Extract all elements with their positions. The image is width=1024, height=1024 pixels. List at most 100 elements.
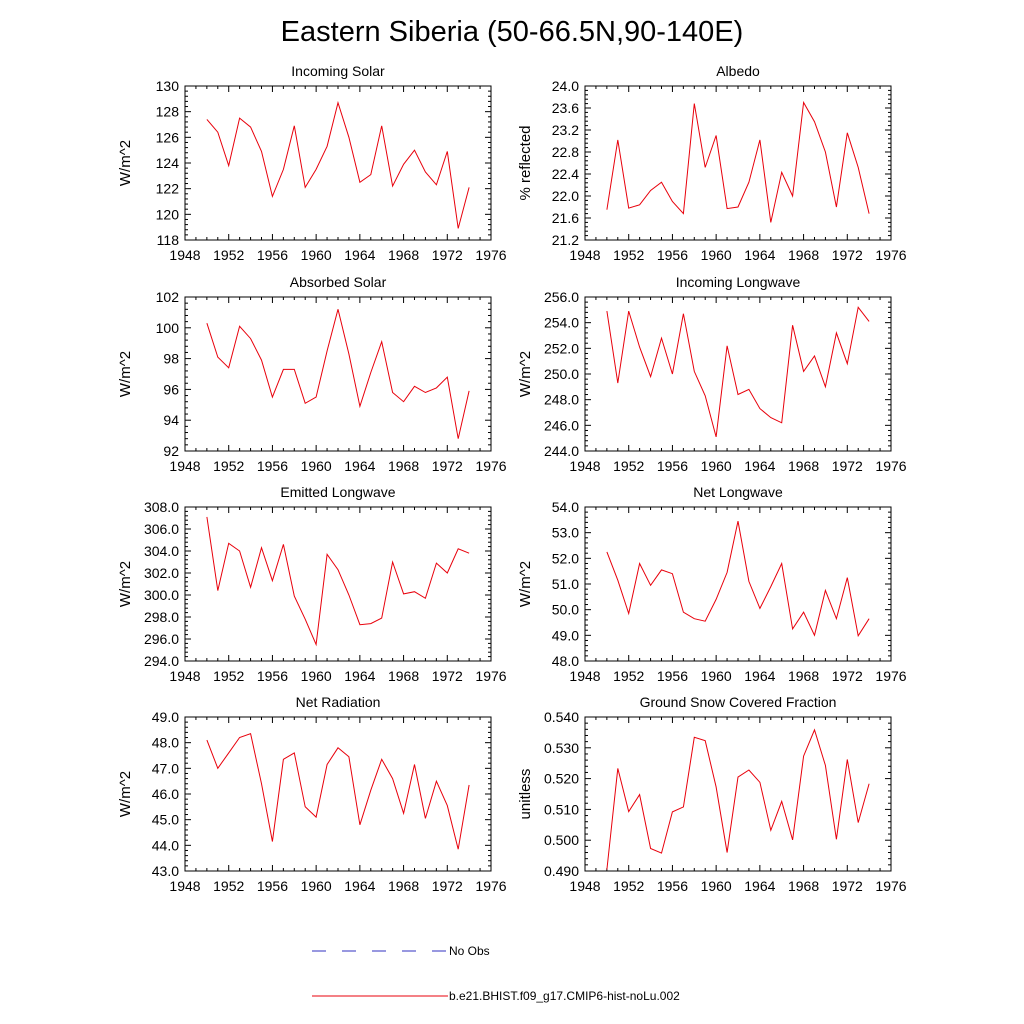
y-tick-label: 246.0	[544, 417, 579, 433]
x-tick-label: 1960	[701, 668, 732, 684]
x-tick-label: 1952	[613, 878, 644, 894]
y-tick-label: 302.0	[144, 565, 179, 581]
x-tick-label: 1952	[213, 878, 244, 894]
x-tick-label: 1956	[257, 878, 288, 894]
y-tick-label: 22.0	[552, 188, 579, 204]
y-tick-label: 98	[163, 351, 179, 367]
y-tick-label: 45.0	[152, 812, 179, 828]
y-tick-label: 51.0	[552, 576, 579, 592]
y-tick-label: 296.0	[144, 631, 179, 647]
series-line	[606, 306, 870, 438]
y-tick-label: 298.0	[144, 609, 179, 625]
x-tick-label: 1964	[344, 247, 375, 263]
y-tick-label: 47.0	[152, 760, 179, 776]
y-tick-label: 118	[157, 232, 180, 248]
x-tick-label: 1964	[344, 878, 375, 894]
x-tick-label: 1956	[257, 458, 288, 474]
y-tick-label: 128	[156, 104, 180, 120]
x-tick-label: 1956	[657, 247, 688, 263]
x-tick-label: 1960	[701, 878, 732, 894]
y-tick-label: 100	[156, 320, 180, 336]
x-tick-label: 1968	[788, 668, 819, 684]
x-tick-label: 1968	[788, 878, 819, 894]
x-tick-label: 1976	[875, 878, 906, 894]
y-tick-label: 294.0	[144, 653, 179, 669]
y-tick-label: 52.0	[552, 550, 579, 566]
y-tick-label: 96	[163, 381, 179, 397]
x-tick-label: 1948	[169, 878, 200, 894]
y-tick-label: 48.0	[552, 653, 579, 669]
y-tick-label: 308.0	[144, 499, 179, 515]
y-tick-label: 304.0	[144, 543, 179, 559]
x-tick-label: 1968	[388, 668, 419, 684]
x-tick-label: 1948	[169, 458, 200, 474]
x-tick-label: 1956	[257, 668, 288, 684]
chart-panel: Ground Snow Covered Fraction 1948 1952 1956…	[517, 694, 907, 894]
x-tick-label: 1968	[388, 878, 419, 894]
y-tick-label: 248.0	[544, 392, 579, 408]
x-tick-label: 1952	[213, 668, 244, 684]
x-tick-label: 1964	[744, 458, 775, 474]
plot-frame	[584, 85, 892, 241]
plot-frame	[584, 716, 892, 872]
x-tick-label: 1976	[875, 247, 906, 263]
x-tick-label: 1960	[701, 458, 732, 474]
y-tick-label: 256.0	[544, 289, 579, 305]
chart-title: Ground Snow Covered Fraction	[640, 694, 837, 710]
y-tick-label: 50.0	[552, 602, 579, 618]
y-tick-label: 120	[156, 206, 180, 222]
x-tick-label: 1968	[388, 458, 419, 474]
y-tick-label: 126	[156, 129, 180, 145]
x-tick-label: 1972	[432, 458, 463, 474]
chart-title: Net Longwave	[693, 484, 783, 500]
chart-title: Emitted Longwave	[280, 484, 395, 500]
y-axis-label: W/m^2	[517, 351, 534, 397]
y-tick-label: 21.6	[552, 210, 579, 226]
y-axis-label: W/m^2	[117, 771, 134, 817]
chart-panel: Net Longwave 1948 1952 1956 1960 1964 1968 1972…	[517, 484, 907, 684]
chart-title: Net Radiation	[296, 694, 381, 710]
x-tick-label: 1976	[475, 668, 506, 684]
y-tick-label: 46.0	[152, 786, 179, 802]
x-tick-label: 1972	[432, 668, 463, 684]
series-line	[606, 728, 870, 870]
x-tick-label: 1964	[744, 668, 775, 684]
chart-title: Incoming Solar	[291, 63, 385, 79]
legend-no-obs-label: No Obs	[449, 944, 490, 958]
series-line	[606, 520, 870, 638]
x-tick-label: 1948	[169, 247, 200, 263]
x-tick-label: 1956	[657, 458, 688, 474]
x-tick-label: 1952	[213, 247, 244, 263]
chart-panel: Emitted Longwave 1948 1952 1956 1960 1964 1968…	[117, 484, 507, 684]
x-tick-label: 1948	[569, 247, 600, 263]
y-tick-label: 94	[163, 412, 179, 428]
x-tick-label: 1956	[657, 878, 688, 894]
x-tick-label: 1960	[301, 458, 332, 474]
x-tick-label: 1952	[213, 458, 244, 474]
y-tick-label: 102	[156, 289, 180, 305]
x-tick-label: 1976	[475, 458, 506, 474]
y-axis-label: W/m^2	[117, 351, 134, 397]
x-tick-label: 1952	[613, 458, 644, 474]
x-tick-label: 1972	[432, 878, 463, 894]
x-tick-label: 1960	[301, 668, 332, 684]
x-tick-label: 1972	[832, 668, 863, 684]
chart-title: Albedo	[716, 63, 760, 79]
series-line	[606, 100, 870, 223]
y-tick-label: 54.0	[552, 499, 579, 515]
plot-frame	[184, 85, 492, 241]
y-tick-label: 0.530	[544, 740, 579, 756]
chart-panel: Incoming Solar 1948 1952 1956 1960 1964 1968 19…	[117, 63, 507, 263]
y-axis-label: % reflected	[517, 125, 534, 200]
chart-panel: Absorbed Solar 1948 1952 1956 1960 1964 1968 19…	[117, 274, 507, 474]
x-tick-label: 1976	[475, 878, 506, 894]
x-tick-label: 1964	[744, 878, 775, 894]
x-tick-label: 1968	[788, 247, 819, 263]
series-line	[206, 516, 470, 647]
y-tick-label: 122	[156, 181, 180, 197]
legend-model-label: b.e21.BHIST.f09_g17.CMIP6-hist-noLu.002	[449, 989, 680, 1003]
x-tick-label: 1960	[301, 878, 332, 894]
x-tick-label: 1972	[432, 247, 463, 263]
y-tick-label: 22.4	[552, 166, 579, 182]
y-tick-label: 44.0	[152, 837, 179, 853]
